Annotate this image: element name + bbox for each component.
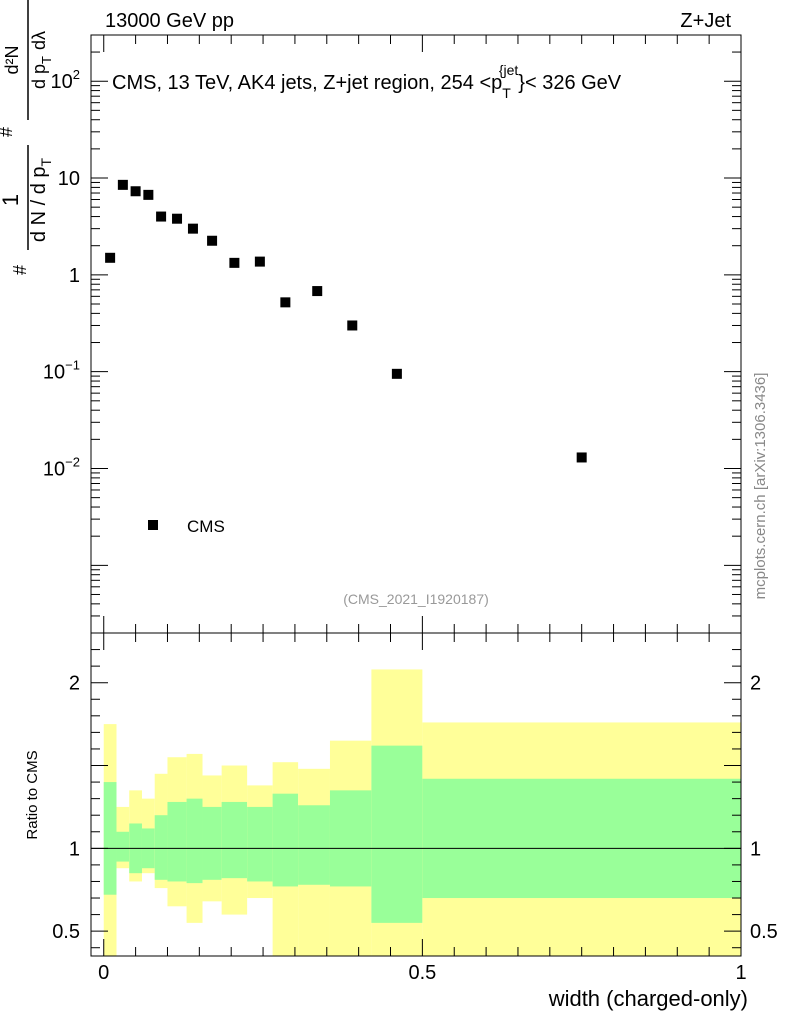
- title-sup: {jet: [499, 62, 519, 78]
- data-point: [576, 452, 587, 463]
- stat-band-bin: [371, 745, 423, 923]
- data-point: [312, 286, 323, 297]
- title-main: CMS, 13 TeV, AK4 jets, Z+jet region, 254…: [112, 72, 502, 94]
- data-point: [172, 213, 183, 224]
- energy-label: 13000 GeV pp: [105, 10, 234, 32]
- ratio-tick-label-right: 2: [750, 673, 761, 695]
- data-point: [130, 186, 141, 197]
- data-point: [391, 368, 402, 379]
- lower-axis-ticks: 2 2 1 1 0.5 0.5: [52, 649, 778, 949]
- x-tick-label: 1: [735, 962, 746, 984]
- ylabel-hash-2: #: [0, 127, 16, 137]
- stat-band-bin: [329, 790, 372, 887]
- legend: CMS: [148, 517, 225, 536]
- data-point: [117, 179, 128, 190]
- stat-band-bin: [298, 805, 330, 885]
- y-tick-label: 102: [51, 67, 80, 93]
- data-markers: [105, 179, 587, 463]
- stat-band-bin: [186, 798, 203, 884]
- watermark: mcplots.cern.ch [arXiv:1306.3436]: [752, 373, 769, 600]
- data-point: [156, 211, 167, 222]
- stat-band-bin: [154, 815, 168, 880]
- chart-title: CMS, 13 TeV, AK4 jets, Z+jet region, 254…: [112, 62, 622, 101]
- data-point: [207, 235, 218, 246]
- ratio-bands: [103, 669, 741, 956]
- data-point: [347, 320, 358, 331]
- lower-frame: [90, 632, 742, 957]
- data-point: [229, 257, 240, 268]
- ratio-tick-label-left: 2: [69, 673, 80, 695]
- stat-band-bin: [116, 831, 130, 862]
- stat-band-bin: [247, 806, 273, 882]
- y-axis-title-upper: # 1 d N / d pT # d²N d pTdλ: [0, 0, 54, 275]
- process-label: Z+Jet: [680, 10, 731, 32]
- x-axis-ticks: 0 0.5 1: [98, 35, 747, 984]
- y-tick-label: 10: [58, 168, 80, 190]
- title-sub: T: [502, 85, 511, 101]
- data-point: [143, 189, 154, 200]
- ylabel-hash-1: #: [10, 265, 30, 275]
- ratio-tick-label-left: 0.5: [52, 921, 80, 943]
- stat-band-bin: [221, 801, 248, 879]
- ratio-tick-label-left: 1: [69, 838, 80, 860]
- data-point: [105, 252, 116, 263]
- ylabel-deriv-num: d²N: [2, 45, 22, 74]
- upper-panel: 102 10 1 10−1 10−2 CMS, 13 TeV, AK4 jets, Z+…: [43, 34, 742, 634]
- stat-band-bin: [167, 801, 187, 882]
- ylabel-den: d N / d pT: [28, 157, 54, 242]
- x-tick-label: 0.5: [408, 962, 436, 984]
- data-point: [187, 223, 198, 234]
- ratio-tick-label-right: 1: [750, 838, 761, 860]
- ylabel-one: 1: [0, 194, 23, 206]
- data-point: [280, 297, 291, 308]
- upper-axis-ticks: 102 10 1 10−1 10−2: [43, 34, 741, 634]
- y-axis-title-lower: Ratio to CMS: [24, 750, 41, 839]
- legend-marker: [148, 520, 158, 530]
- upper-frame: [90, 34, 742, 634]
- ratio-tick-label-right: 0.5: [750, 921, 778, 943]
- stat-band-bin: [202, 806, 222, 880]
- ylabel-deriv-den: d pTdλ: [29, 31, 54, 89]
- stat-band-bin: [422, 778, 741, 899]
- legend-label: CMS: [187, 517, 225, 536]
- analysis-id: (CMS_2021_I1920187): [343, 591, 489, 607]
- stat-band-bin: [272, 793, 299, 887]
- title-tail: }< 326 GeV: [518, 72, 622, 94]
- x-tick-label: 0: [98, 962, 109, 984]
- y-tick-label: 10−1: [43, 358, 80, 384]
- data-point: [254, 256, 265, 267]
- lower-panel: 2 21 10.5 0.5 0 0.5 1: [52, 35, 778, 984]
- x-axis-title: width (charged-only): [548, 986, 748, 1011]
- y-tick-label: 1: [69, 265, 80, 287]
- y-tick-label: 10−2: [43, 454, 80, 480]
- stat-band-bin: [103, 782, 117, 895]
